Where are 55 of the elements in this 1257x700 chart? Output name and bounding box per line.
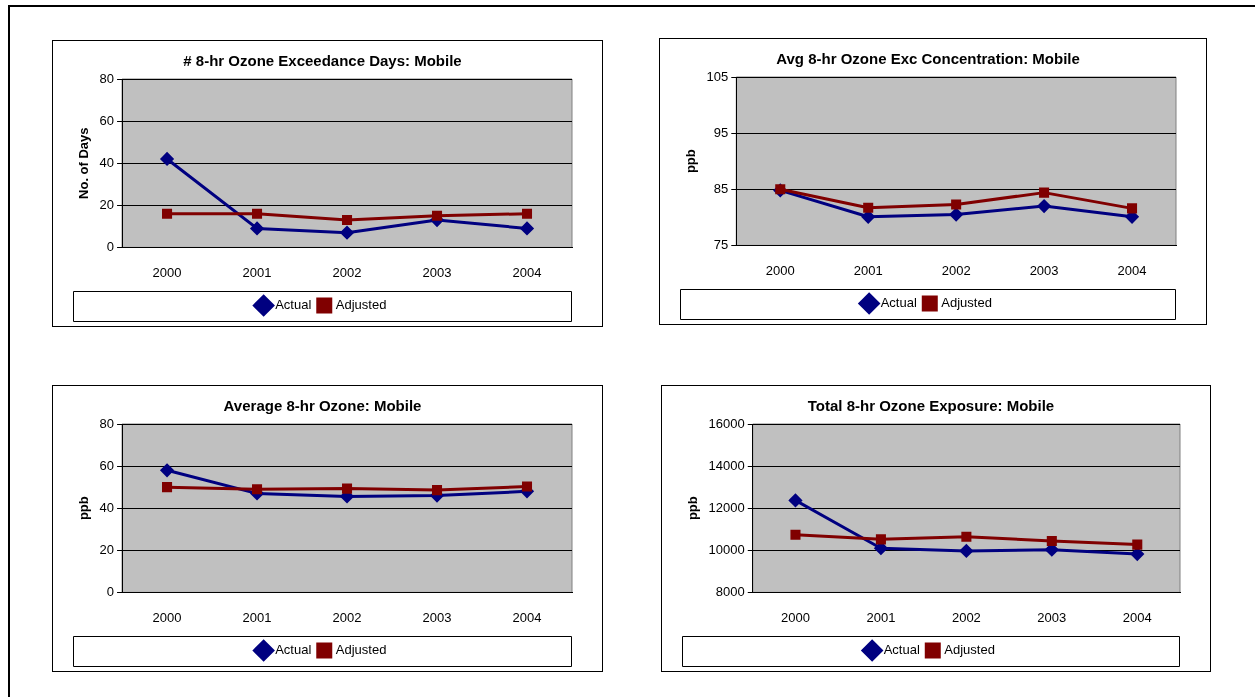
x-tick-label: 2001	[242, 264, 272, 280]
y-axis-title: No. of Days	[76, 127, 92, 199]
x-tick-label: 2004	[1122, 609, 1152, 625]
legend-label: Adjusted	[944, 642, 995, 658]
y-tick-label: 60	[99, 457, 115, 473]
legend-label: Adjusted	[335, 642, 387, 658]
legend-label: Actual	[880, 295, 917, 311]
y-tick-label: 8000	[715, 583, 745, 599]
x-tick-label: 2004	[1117, 262, 1147, 278]
chart-title: Avg 8-hr Ozone Exc Concentration: Mobile	[776, 50, 1080, 68]
y-tick-label: 20	[99, 196, 115, 212]
x-tick-label: 2002	[951, 609, 981, 625]
y-tick-label: 105	[706, 68, 729, 84]
y-tick-label: 16000	[708, 415, 745, 431]
x-tick-label: 2003	[1037, 609, 1067, 625]
chart-title: Average 8-hr Ozone: Mobile	[223, 397, 422, 415]
y-tick-label: 12000	[708, 499, 745, 515]
y-tick-label: 0	[106, 238, 115, 254]
y-tick-label: 20	[99, 541, 115, 557]
y-axis-title: ppb	[76, 496, 92, 521]
y-axis-title: ppb	[683, 149, 699, 174]
x-tick-label: 2004	[512, 264, 542, 280]
y-tick-label: 95	[713, 124, 729, 140]
x-tick-label: 2002	[332, 609, 362, 625]
y-tick-label: 40	[99, 499, 115, 515]
x-tick-label: 2001	[242, 609, 272, 625]
y-tick-label: 60	[99, 112, 115, 128]
x-tick-label: 2000	[152, 264, 182, 280]
legend-label: Adjusted	[941, 295, 992, 311]
y-tick-label: 40	[99, 154, 115, 170]
x-tick-label: 2001	[853, 262, 883, 278]
y-tick-label: 14000	[708, 457, 745, 473]
x-tick-label: 2003	[1029, 262, 1059, 278]
y-tick-label: 75	[713, 236, 729, 252]
chart-title: # 8-hr Ozone Exceedance Days: Mobile	[183, 52, 462, 70]
y-tick-label: 10000	[708, 541, 745, 557]
x-tick-label: 2004	[512, 609, 542, 625]
x-tick-label: 2003	[422, 609, 452, 625]
legend-label: Actual	[275, 297, 312, 313]
x-tick-label: 2002	[941, 262, 971, 278]
legend-label: Actual	[883, 642, 920, 658]
x-tick-label: 2002	[332, 264, 362, 280]
x-tick-label: 2000	[765, 262, 795, 278]
x-tick-label: 2000	[781, 609, 810, 625]
x-tick-label: 2003	[422, 264, 452, 280]
x-tick-label: 2000	[152, 609, 182, 625]
x-tick-label: 2001	[866, 609, 896, 625]
chart-title: Total 8-hr Ozone Exposure: Mobile	[807, 397, 1055, 415]
y-tick-label: 80	[99, 415, 115, 431]
legend-label: Actual	[275, 642, 312, 658]
y-tick-label: 0	[106, 583, 115, 599]
y-tick-label: 85	[713, 180, 729, 196]
y-tick-label: 80	[99, 70, 115, 86]
y-axis-title: ppb	[685, 496, 701, 521]
legend-label: Adjusted	[335, 297, 387, 313]
